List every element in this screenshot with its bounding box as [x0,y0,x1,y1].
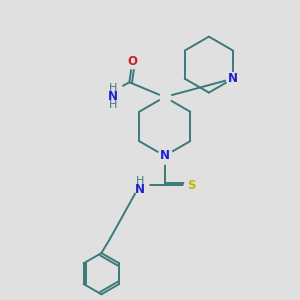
Text: N: N [108,90,118,103]
Text: H: H [109,100,117,110]
Text: N: N [135,183,145,196]
Text: N: N [228,72,238,85]
Text: H: H [109,82,117,93]
Text: O: O [127,55,137,68]
Text: H: H [136,176,144,186]
Text: S: S [187,179,196,192]
Text: N: N [160,149,170,162]
